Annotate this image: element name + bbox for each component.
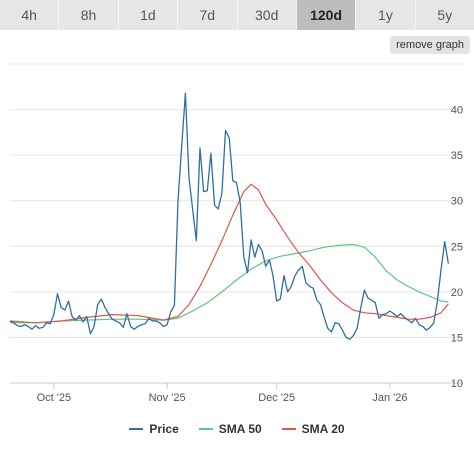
remove-graph-button[interactable]: remove graph <box>390 36 470 54</box>
series <box>9 92 450 340</box>
series-line-sma20 <box>9 183 449 324</box>
tab-1d[interactable]: 1d <box>119 0 179 30</box>
tab-4h[interactable]: 4h <box>0 0 60 30</box>
x-axis-ticks: Oct '25 Nov '25 Dec '25 Jan '26 <box>37 383 408 404</box>
y-tick-label: 30 <box>451 196 463 208</box>
y-tick-label: 15 <box>451 332 463 344</box>
x-tick-label: Oct '25 <box>37 392 72 404</box>
y-tick-label: 35 <box>451 150 463 162</box>
tab-120d[interactable]: 120d <box>296 0 357 30</box>
tab-30d[interactable]: 30d <box>238 0 297 30</box>
series-line-sma50 <box>10 243 449 324</box>
series-line-price <box>9 92 450 340</box>
legend-label: SMA 20 <box>301 422 345 436</box>
x-tick-label: Dec '25 <box>258 392 295 404</box>
tab-7d[interactable]: 7d <box>178 0 238 30</box>
legend-label: SMA 50 <box>218 422 262 436</box>
y-tick-label: 10 <box>451 378 463 390</box>
legend-label: Price <box>149 422 179 436</box>
tab-8h[interactable]: 8h <box>59 0 119 30</box>
legend-item-sma50[interactable]: SMA 50 <box>198 422 262 436</box>
grid <box>10 63 463 338</box>
y-tick-label: 40 <box>451 105 463 117</box>
legend-item-price[interactable]: Price <box>129 422 179 436</box>
legend-swatch <box>129 428 144 430</box>
tab-1y[interactable]: 1y <box>356 0 416 30</box>
tab-5y[interactable]: 5y <box>437 7 453 23</box>
y-tick-label: 20 <box>451 287 463 299</box>
legend-item-sma20[interactable]: SMA 20 <box>281 422 345 436</box>
y-tick-label: 25 <box>451 241 463 253</box>
range-tabs: 4h 8h 1d 7d 30d 120d 1y 5y <box>0 0 474 30</box>
x-tick-label: Jan '26 <box>372 392 407 404</box>
legend-swatch <box>281 428 296 430</box>
legend: Price SMA 50 SMA 20 <box>0 421 474 437</box>
legend-swatch <box>198 428 213 430</box>
price-chart: 10 15 20 25 30 35 40 Oct '25 Nov '25 Dec '25 Jan … <box>9 63 463 404</box>
y-axis: 10 15 20 25 30 35 40 <box>451 105 463 390</box>
x-tick-label: Nov '25 <box>149 392 186 404</box>
